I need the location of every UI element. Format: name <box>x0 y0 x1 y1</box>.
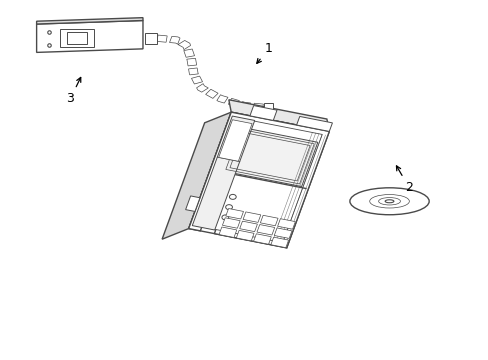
Polygon shape <box>277 219 295 229</box>
Polygon shape <box>188 68 198 75</box>
Polygon shape <box>249 105 277 121</box>
Ellipse shape <box>349 188 428 215</box>
Circle shape <box>222 215 228 220</box>
Polygon shape <box>185 196 200 211</box>
Polygon shape <box>219 227 236 238</box>
Polygon shape <box>188 112 328 248</box>
Polygon shape <box>222 127 317 186</box>
Text: 1: 1 <box>256 42 272 63</box>
Polygon shape <box>183 49 194 57</box>
Polygon shape <box>253 103 263 111</box>
Polygon shape <box>270 237 288 248</box>
Polygon shape <box>218 120 252 161</box>
Polygon shape <box>162 112 231 239</box>
Polygon shape <box>188 112 328 248</box>
Polygon shape <box>169 36 180 44</box>
Polygon shape <box>274 228 291 238</box>
Polygon shape <box>37 18 142 24</box>
Polygon shape <box>260 215 278 226</box>
Polygon shape <box>257 225 274 235</box>
Polygon shape <box>205 89 218 98</box>
Polygon shape <box>239 221 257 231</box>
Polygon shape <box>264 103 272 111</box>
Polygon shape <box>253 234 271 244</box>
Polygon shape <box>191 76 202 84</box>
Polygon shape <box>145 32 157 44</box>
Polygon shape <box>222 218 240 228</box>
Polygon shape <box>192 116 254 230</box>
Polygon shape <box>228 100 328 131</box>
Polygon shape <box>37 21 142 53</box>
Text: 3: 3 <box>66 77 81 105</box>
Polygon shape <box>67 32 86 44</box>
Polygon shape <box>240 102 250 109</box>
Ellipse shape <box>385 200 393 203</box>
Polygon shape <box>195 117 322 243</box>
Circle shape <box>229 194 236 199</box>
Polygon shape <box>216 95 227 103</box>
Polygon shape <box>236 230 253 241</box>
Polygon shape <box>296 116 332 131</box>
Polygon shape <box>178 40 190 50</box>
Text: 2: 2 <box>396 166 412 194</box>
Polygon shape <box>60 29 94 48</box>
Polygon shape <box>225 208 243 219</box>
Polygon shape <box>228 98 239 107</box>
Polygon shape <box>196 84 208 92</box>
Circle shape <box>225 205 232 210</box>
Polygon shape <box>243 212 260 222</box>
Polygon shape <box>157 35 167 42</box>
Polygon shape <box>186 58 196 66</box>
